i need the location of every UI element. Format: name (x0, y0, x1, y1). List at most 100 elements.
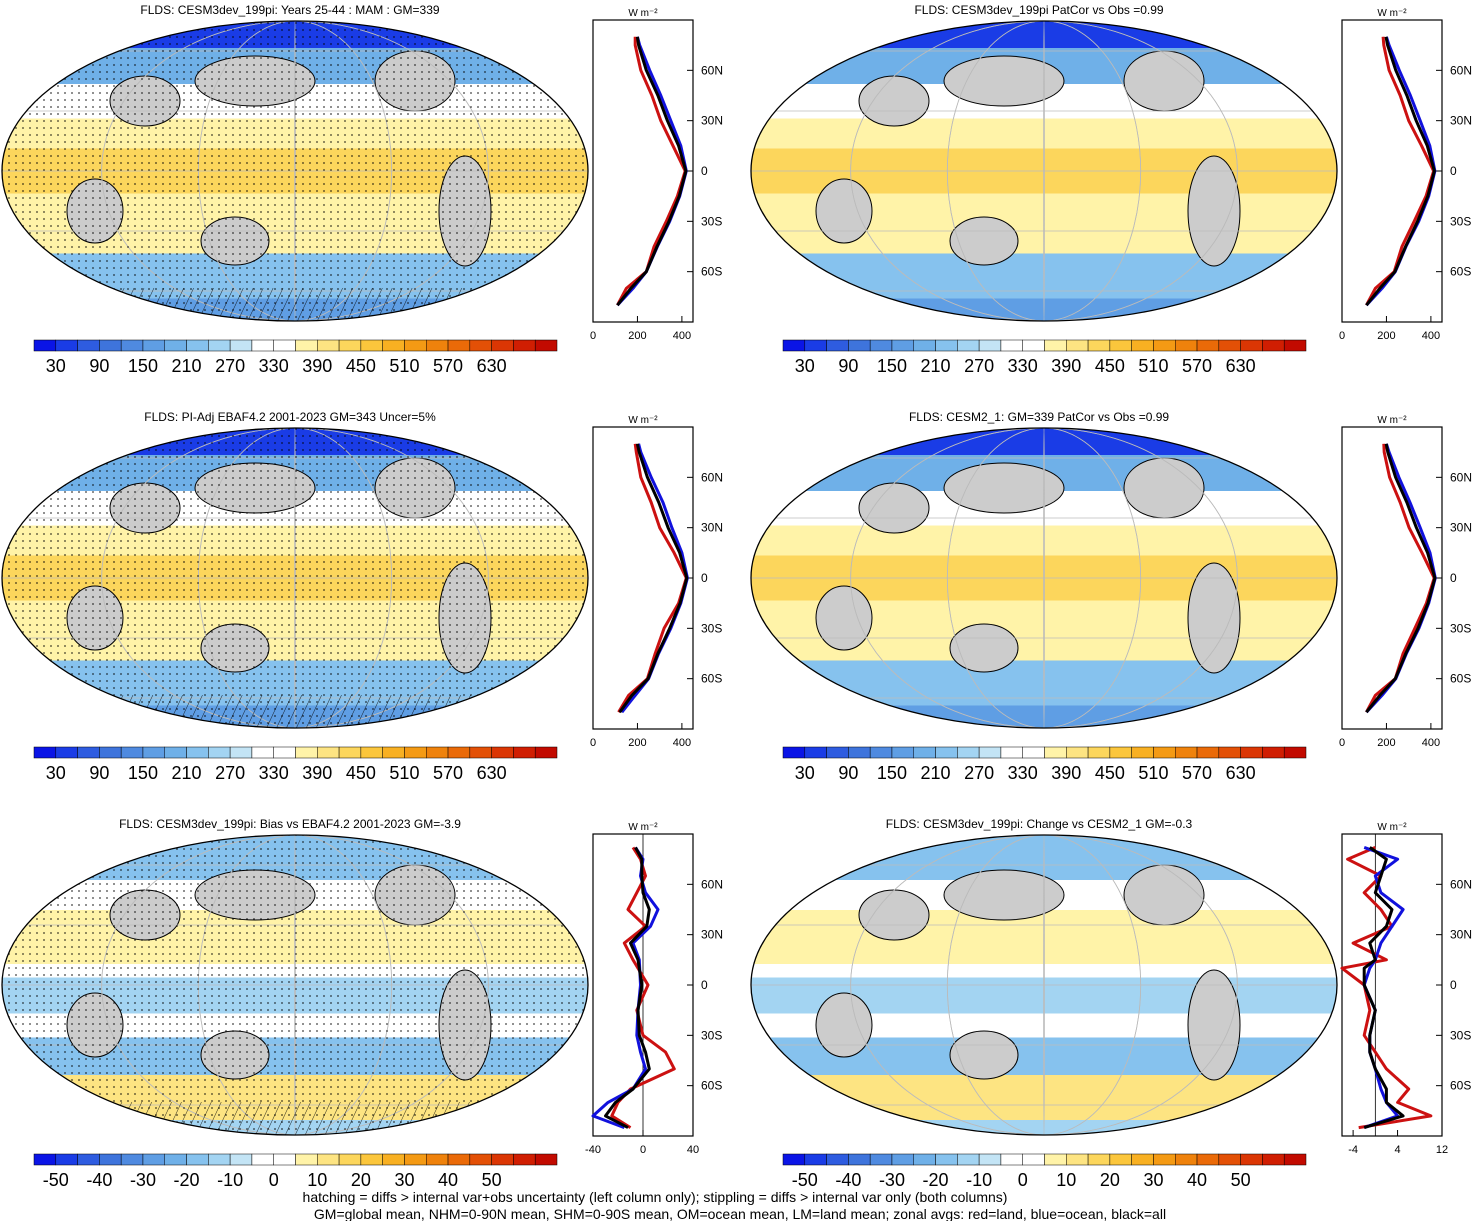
hatching (2, 695, 588, 728)
map (751, 21, 1337, 321)
zonal-series-all (1365, 36, 1436, 307)
map-border (1, 20, 589, 322)
x-tick-label: 0 (640, 1144, 646, 1156)
lat-tick-label: 60S (1450, 672, 1471, 686)
colorbar-label: 90 (89, 763, 109, 783)
colorbar-swatch (1196, 746, 1220, 759)
colorbar-label: 210 (172, 356, 202, 376)
colorbar-swatch (869, 1153, 893, 1166)
colorbar-swatch (782, 746, 806, 759)
colorbar-swatch (1044, 339, 1067, 352)
map (751, 835, 1337, 1135)
colorbar-swatch (491, 339, 514, 352)
colorbar-swatch (782, 1153, 806, 1166)
colorbar-swatch (208, 339, 231, 352)
colorbar-swatch (534, 1153, 558, 1166)
x-tick-label: 200 (1377, 330, 1395, 342)
panel-title: FLDS: CESM3dev_199pi: Years 25-44 : MAM … (140, 3, 439, 17)
colorbar-swatch (338, 746, 362, 759)
colorbar-swatch (33, 339, 57, 352)
colorbar-swatch (935, 746, 958, 759)
lat-tick-label: 60N (701, 63, 723, 77)
colorbar-swatch (1262, 339, 1285, 352)
colorbar-label: 570 (433, 763, 463, 783)
colorbar-label: 30 (394, 1170, 414, 1190)
lat-tick-label: 60S (1450, 265, 1471, 279)
colorbar-swatch (1153, 1153, 1176, 1166)
map-border (750, 834, 1338, 1136)
colorbar-swatch (1175, 746, 1198, 759)
land-mass (943, 869, 1065, 921)
lat-tick-label: 60S (701, 1079, 722, 1093)
colorbar-label: 510 (1138, 763, 1168, 783)
colorbar-label: 150 (128, 356, 158, 376)
panel-title: FLDS: CESM3dev_199pi: Change vs CESM2_1 … (886, 817, 1193, 831)
colorbar-swatch (534, 339, 558, 352)
x-tick-label: 200 (628, 737, 646, 749)
colorbar-swatch (957, 339, 980, 352)
colorbar-swatch (1262, 1153, 1285, 1166)
colorbar-swatch (1283, 746, 1307, 759)
colorbar-swatch (891, 1153, 914, 1166)
colorbar-swatch (826, 339, 849, 352)
colorbar-label: 90 (838, 356, 858, 376)
colorbar-label: -50 (792, 1170, 818, 1190)
zonal-series-land (1340, 846, 1433, 1130)
colorbar-label: 30 (46, 356, 66, 376)
colorbar-label: 630 (1226, 763, 1256, 783)
x-tick-label: 400 (1422, 330, 1440, 342)
colorbar-label: -50 (43, 1170, 69, 1190)
colorbar-label: 90 (89, 356, 109, 376)
lat-tick-label: 60S (701, 265, 722, 279)
colorbar-swatch (848, 746, 871, 759)
colorbar-swatch (404, 746, 427, 759)
colorbar-label: 40 (438, 1170, 458, 1190)
colorbar-label: -40 (835, 1170, 861, 1190)
lat-tick-label: 60S (701, 672, 722, 686)
panels: FLDS: CESM3dev_199pi: Years 25-44 : MAM … (1, 3, 1472, 1190)
colorbar-swatch (426, 339, 449, 352)
colorbar-swatch (513, 1153, 536, 1166)
zonal-avg-frame (592, 426, 694, 730)
lat-tick-label: 60N (1450, 63, 1472, 77)
colorbar-swatch (99, 746, 122, 759)
colorbar-swatch (1240, 746, 1263, 759)
colorbar-swatch (469, 1153, 492, 1166)
colorbar-swatch (338, 1153, 362, 1166)
land-mass (815, 992, 873, 1058)
colorbar-swatch (404, 339, 427, 352)
land-mass (815, 178, 873, 244)
units-label: W m⁻² (1377, 8, 1407, 19)
lat-tick-label: 60N (1450, 470, 1472, 484)
colorbar-swatch (848, 339, 871, 352)
colorbar-swatch (426, 746, 449, 759)
colorbar-swatch (251, 1153, 274, 1166)
colorbar-swatch (208, 746, 231, 759)
colorbar-swatch (935, 1153, 958, 1166)
stippling (2, 21, 588, 321)
land-mass (1123, 457, 1205, 519)
colorbar-label: 270 (215, 356, 245, 376)
colorbar-swatch (120, 339, 144, 352)
zonal-avg-frame (592, 19, 694, 323)
colorbar-swatch (251, 339, 274, 352)
stippling (2, 835, 588, 1135)
colorbar-swatch (186, 746, 209, 759)
colorbar-label: 20 (1100, 1170, 1120, 1190)
lat-tick-label: 30N (1450, 114, 1472, 128)
colorbar-swatch (164, 746, 187, 759)
colorbar-label: 630 (1226, 356, 1256, 376)
land-mass (949, 623, 1019, 673)
land-mass (1123, 864, 1205, 926)
colorbar-swatch (251, 746, 274, 759)
colorbar-label: 630 (477, 763, 507, 783)
colorbar-label: 210 (921, 356, 951, 376)
hatching (2, 288, 588, 321)
colorbar-swatch (77, 746, 100, 759)
x-tick-label: 12 (1436, 1144, 1448, 1156)
footer-line-1: hatching = diffs > internal var+obs unce… (303, 1189, 1008, 1205)
colorbar-label: 570 (433, 356, 463, 376)
lat-tick-label: 30N (701, 521, 723, 535)
zonal-series-all (1362, 846, 1405, 1130)
colorbar-label: 330 (259, 356, 289, 376)
